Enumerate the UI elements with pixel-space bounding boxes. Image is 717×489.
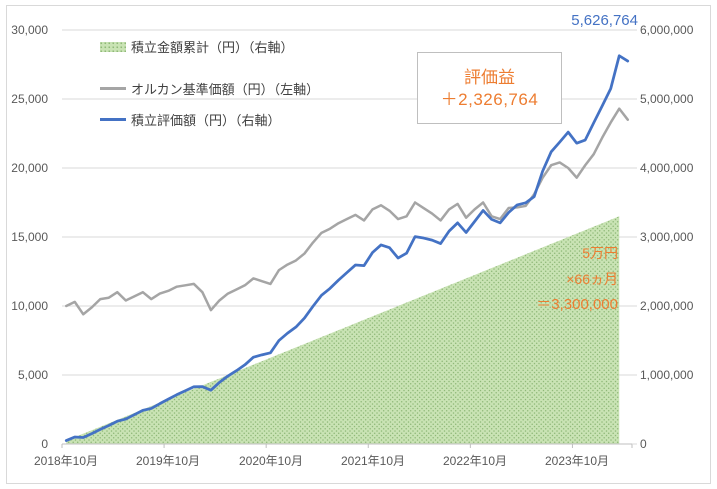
contribution-note-line3: ＝3,300,000 [536, 296, 618, 313]
legend-item-nav[interactable]: オルカン基準価額（円）（左軸） [100, 80, 319, 97]
gain-title: 評価益 [464, 67, 515, 87]
legend-item-valuation[interactable]: 積立評価額（円）（右軸） [100, 111, 281, 128]
max-value-label: 5,626,764 [571, 12, 638, 29]
gain-annotation-box: 評価益 ＋2,326,764 [417, 52, 562, 124]
left-axis-tick: 20,000 [11, 161, 48, 175]
left-axis-tick: 30,000 [11, 23, 48, 37]
right-axis-tick: 4,000,000 [640, 161, 694, 175]
left-axis-tick: 0 [41, 437, 48, 451]
blue-line-swatch-icon [100, 118, 126, 121]
left-axis-tick: 5,000 [17, 368, 48, 382]
left-axis-tick: 15,000 [11, 230, 48, 244]
right-axis-tick: 1,000,000 [640, 368, 694, 382]
x-axis-tick: 2023年10月 [544, 454, 610, 468]
x-axis-tick: 2020年10月 [238, 454, 304, 468]
left-axis-tick: 10,000 [11, 299, 48, 313]
x-axis-tick: 2019年10月 [135, 454, 201, 468]
right-axis-tick: 2,000,000 [640, 299, 694, 313]
gain-value: ＋2,326,764 [440, 89, 539, 109]
right-axis-tick: 3,000,000 [640, 230, 694, 244]
chart-frame [6, 5, 711, 484]
x-axis-tick: 2022年10月 [442, 454, 508, 468]
contribution-note: 5万円 ×66ヵ月 ＝3,300,000 [470, 240, 618, 318]
right-axis-tick: 6,000,000 [640, 23, 694, 37]
right-axis-tick: 5,000,000 [640, 92, 694, 106]
area-swatch-icon [100, 41, 126, 52]
contribution-note-line1: 5万円 [582, 245, 618, 261]
left-axis-tick: 25,000 [11, 92, 48, 106]
contribution-note-line2: ×66ヵ月 [566, 271, 618, 287]
right-axis-tick: 0 [640, 437, 647, 451]
gray-line-swatch-icon [100, 87, 126, 90]
x-axis-tick: 2018年10月 [33, 454, 99, 468]
x-axis-tick: 2021年10月 [340, 454, 406, 468]
legend-label: 積立評価額（円）（右軸） [131, 113, 281, 128]
legend-label: 積立金額累計（円）（右軸） [131, 40, 294, 55]
legend-item-contribution[interactable]: 積立金額累計（円）（右軸） [100, 38, 294, 55]
legend-label: オルカン基準価額（円）（左軸） [131, 82, 320, 97]
